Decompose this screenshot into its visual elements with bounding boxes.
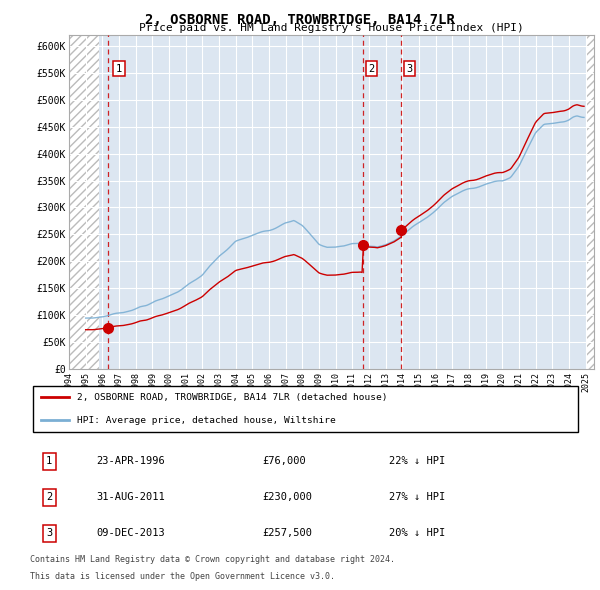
Text: HPI: Average price, detached house, Wiltshire: HPI: Average price, detached house, Wilt…	[77, 415, 335, 425]
Text: £230,000: £230,000	[262, 493, 312, 503]
Text: £257,500: £257,500	[262, 529, 312, 539]
Text: 20% ↓ HPI: 20% ↓ HPI	[389, 529, 445, 539]
FancyBboxPatch shape	[33, 385, 578, 432]
Text: 1: 1	[116, 64, 122, 74]
Text: 09-DEC-2013: 09-DEC-2013	[96, 529, 165, 539]
Text: 23-APR-1996: 23-APR-1996	[96, 457, 165, 466]
Text: 2, OSBORNE ROAD, TROWBRIDGE, BA14 7LR (detached house): 2, OSBORNE ROAD, TROWBRIDGE, BA14 7LR (d…	[77, 392, 388, 402]
Text: 2: 2	[46, 493, 52, 503]
Text: 22% ↓ HPI: 22% ↓ HPI	[389, 457, 445, 466]
Text: Contains HM Land Registry data © Crown copyright and database right 2024.: Contains HM Land Registry data © Crown c…	[30, 555, 395, 564]
Bar	[69, 35, 100, 369]
Bar	[586, 35, 594, 369]
Title: Price paid vs. HM Land Registry's House Price Index (HPI): Price paid vs. HM Land Registry's House …	[139, 23, 524, 33]
Text: 31-AUG-2011: 31-AUG-2011	[96, 493, 165, 503]
Text: 3: 3	[46, 529, 52, 539]
Text: 27% ↓ HPI: 27% ↓ HPI	[389, 493, 445, 503]
Text: 2: 2	[368, 64, 375, 74]
Text: 1: 1	[46, 457, 52, 466]
Text: 2, OSBORNE ROAD, TROWBRIDGE, BA14 7LR: 2, OSBORNE ROAD, TROWBRIDGE, BA14 7LR	[145, 13, 455, 27]
Text: 3: 3	[407, 64, 413, 74]
Text: This data is licensed under the Open Government Licence v3.0.: This data is licensed under the Open Gov…	[30, 572, 335, 581]
Text: £76,000: £76,000	[262, 457, 305, 466]
